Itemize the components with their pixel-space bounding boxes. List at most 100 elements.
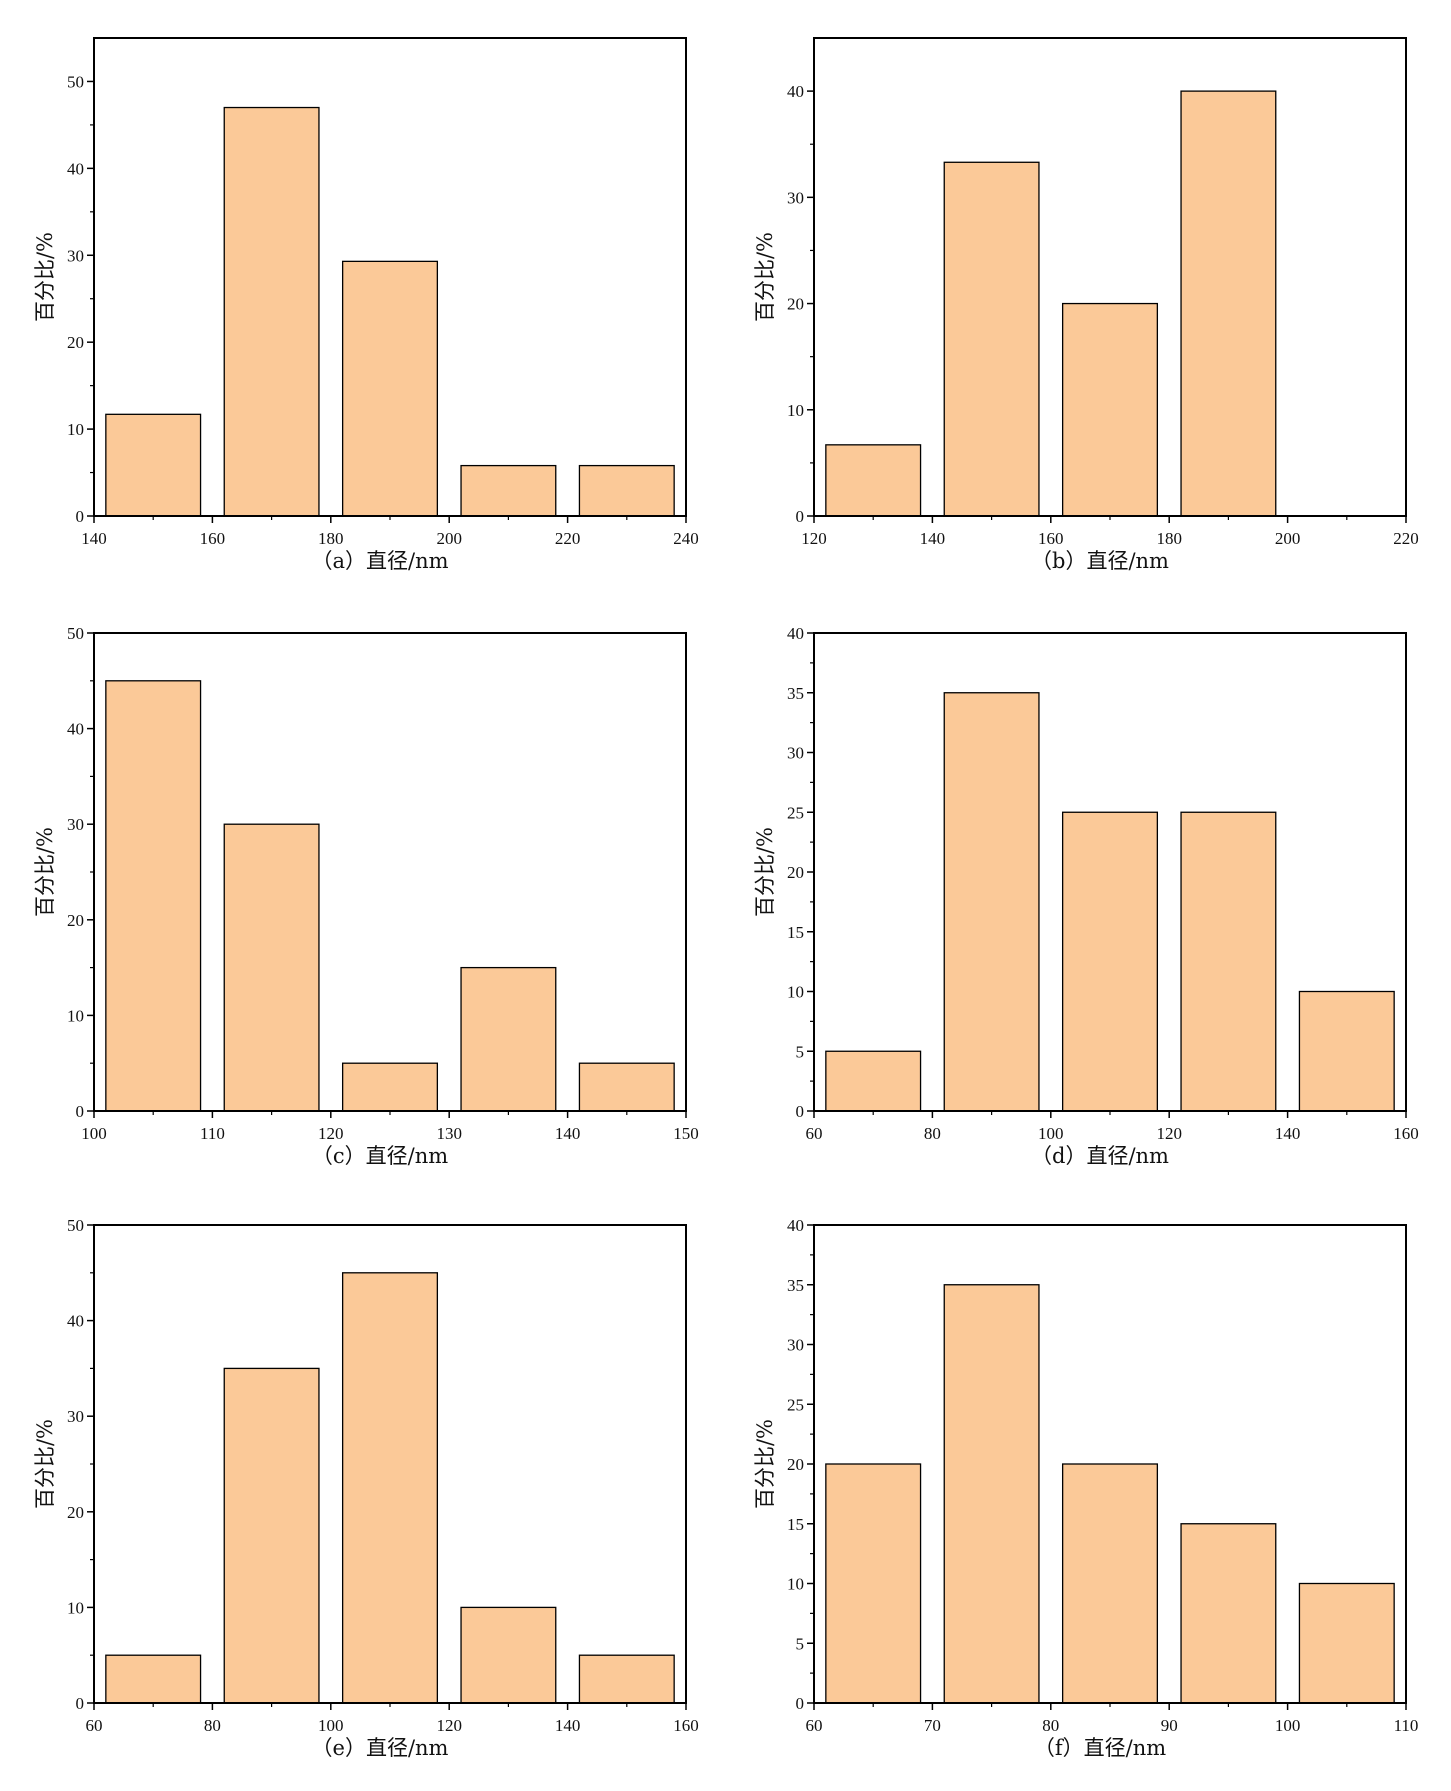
y-tick-label: 30 (67, 815, 84, 834)
chart-f: 60 70 80 90 100 110 0 5 10 15 20 25 30 35 40 （f）直径/nm 百分… (753, 1216, 1419, 1760)
x-tick-label: 110 (200, 1124, 225, 1143)
bar (105, 1654, 202, 1704)
y-tick-label: 0 (76, 1694, 85, 1713)
x-tick-label: 220 (1393, 529, 1419, 548)
y-tick-label: 10 (67, 1006, 84, 1025)
chart-panel-e: 60 80 100 120 140 160 0 10 20 30 40 50 （e）直径/nm 百分比/% (0, 1187, 725, 1784)
x-tick-label: 60 (806, 1716, 823, 1735)
x-tick-label: 100 (318, 1716, 344, 1735)
x-axis-title: （b）直径/nm (1031, 549, 1169, 573)
x-tick-label: 160 (1393, 1124, 1419, 1143)
chart-c: 100 110 120 130 140 150 0 10 20 30 40 50 （c）直径/nm 百分比… (33, 624, 699, 1168)
x-tick-label: 140 (81, 529, 107, 548)
chart-panel-b: 120 140 160 180 200 220 0 10 20 30 40 （b）直径/nm 百分比/% (720, 0, 1445, 597)
bar (1061, 1463, 1159, 1704)
y-tick-label: 30 (787, 1336, 804, 1355)
y-tick-label: 10 (67, 420, 84, 439)
y-tick-label: 10 (787, 401, 804, 420)
bar (578, 1062, 675, 1112)
x-tick-label: 160 (200, 529, 226, 548)
bar (1180, 90, 1277, 517)
bar (105, 413, 202, 517)
y-tick-label: 25 (787, 1395, 804, 1414)
y-axis-title: 百分比/% (753, 232, 777, 322)
chart-b: 120 140 160 180 200 220 0 10 20 30 40 （b）直径/nm 百分比/% (753, 37, 1419, 573)
chart-panel-a: 140 160 180 200 220 240 0 10 20 30 40 50 （a）直径/nm 百分比… (0, 0, 725, 597)
x-tick-label: 140 (1275, 1124, 1301, 1143)
y-tick-label: 30 (787, 744, 804, 763)
y-tick-label: 20 (787, 863, 804, 882)
y-tick-label: 5 (796, 1634, 805, 1653)
x-tick-label: 150 (673, 1124, 699, 1143)
y-tick-label: 35 (787, 684, 804, 703)
bar (223, 823, 320, 1112)
x-tick-label: 90 (1161, 1716, 1178, 1735)
y-tick-label: 20 (67, 333, 84, 352)
x-tick-label: 100 (1038, 1124, 1064, 1143)
y-axis-title: 百分比/% (33, 827, 57, 917)
x-tick-label: 160 (673, 1716, 699, 1735)
chart-d: 60 80 100 120 140 160 0 5 10 15 20 25 30 35 40 （d）直径/nm… (753, 624, 1419, 1168)
y-tick-label: 35 (787, 1276, 804, 1295)
y-tick-label: 10 (787, 1575, 804, 1594)
bar (943, 161, 1040, 517)
y-tick-label: 30 (67, 1407, 84, 1426)
x-tick-label: 120 (436, 1716, 462, 1735)
bar (223, 106, 320, 517)
y-tick-label: 40 (67, 159, 84, 178)
bar (578, 1654, 675, 1704)
x-tick-label: 140 (555, 1124, 581, 1143)
bar (105, 680, 202, 1112)
bar (341, 1272, 439, 1704)
y-tick-label: 10 (787, 983, 804, 1002)
y-tick-label: 40 (67, 1312, 84, 1331)
y-tick-label: 20 (67, 911, 84, 930)
bar (460, 464, 557, 517)
y-tick-label: 25 (787, 803, 804, 822)
y-tick-label: 50 (67, 72, 84, 91)
x-axis-title: （c）直径/nm (312, 1144, 448, 1168)
bar (943, 1284, 1040, 1704)
x-tick-label: 120 (318, 1124, 344, 1143)
bar (1061, 302, 1159, 517)
y-axis-title: 百分比/% (33, 232, 57, 322)
x-axis-title: （e）直径/nm (312, 1736, 449, 1760)
x-tick-label: 60 (86, 1716, 103, 1735)
x-tick-label: 220 (555, 529, 581, 548)
bar (341, 260, 439, 517)
x-tick-label: 80 (1042, 1716, 1059, 1735)
chart-panel-d: 60 80 100 120 140 160 0 5 10 15 20 25 30 35 40 （d）直径/nm… (720, 595, 1445, 1192)
x-tick-label: 180 (1156, 529, 1182, 548)
x-tick-label: 100 (81, 1124, 107, 1143)
x-tick-label: 100 (1275, 1716, 1301, 1735)
bar (578, 464, 675, 517)
y-tick-label: 40 (787, 82, 804, 101)
y-axis-title: 百分比/% (753, 1419, 777, 1509)
x-axis-title: （a）直径/nm (311, 549, 448, 573)
x-tick-label: 160 (1038, 529, 1064, 548)
bar (825, 444, 922, 517)
y-tick-label: 30 (787, 188, 804, 207)
bar (1298, 1582, 1395, 1704)
x-tick-label: 70 (924, 1716, 941, 1735)
chart-a: 140 160 180 200 220 240 0 10 20 30 40 50 （a）直径/nm 百分比… (33, 37, 699, 573)
bar (1061, 811, 1159, 1112)
y-tick-label: 50 (67, 1216, 84, 1235)
y-axis-title: 百分比/% (753, 827, 777, 917)
y-tick-label: 0 (796, 1102, 805, 1121)
y-tick-label: 0 (76, 1102, 85, 1121)
y-tick-label: 50 (67, 624, 84, 643)
bar (825, 1463, 922, 1704)
chart-panel-c: 100 110 120 130 140 150 0 10 20 30 40 50 （c）直径/nm 百分比… (0, 595, 725, 1192)
y-tick-label: 0 (796, 1694, 805, 1713)
x-tick-label: 110 (1394, 1716, 1419, 1735)
x-tick-label: 140 (920, 529, 946, 548)
y-tick-label: 15 (787, 1515, 804, 1534)
bar (1180, 1523, 1277, 1704)
y-tick-label: 0 (76, 507, 85, 526)
x-tick-label: 130 (436, 1124, 462, 1143)
bar (460, 966, 557, 1112)
y-tick-label: 5 (796, 1042, 805, 1061)
x-tick-label: 80 (924, 1124, 941, 1143)
x-tick-label: 180 (318, 529, 344, 548)
